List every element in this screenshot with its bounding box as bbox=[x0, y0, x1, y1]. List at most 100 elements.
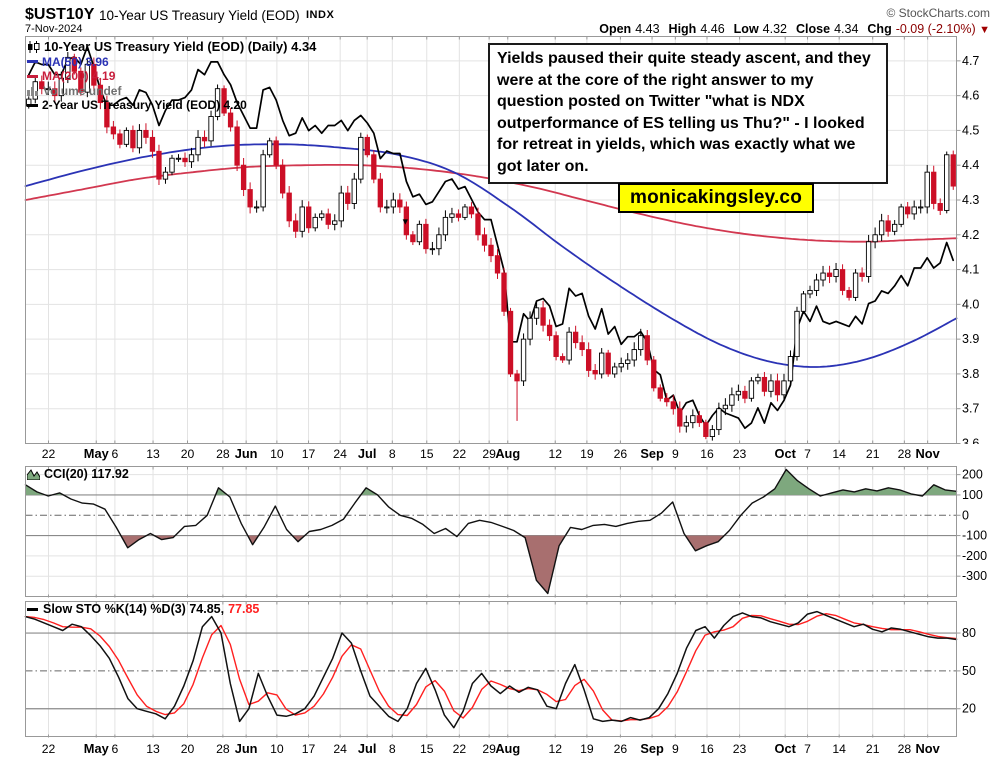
main-chart-legend: 10-Year US Treasury Yield (EOD) (Daily) … bbox=[27, 39, 316, 113]
svg-text:Oct: Oct bbox=[775, 741, 797, 756]
svg-text:21: 21 bbox=[866, 447, 880, 461]
svg-text:28: 28 bbox=[898, 447, 912, 461]
svg-text:20: 20 bbox=[181, 742, 195, 756]
svg-text:15: 15 bbox=[420, 447, 434, 461]
svg-text:14: 14 bbox=[832, 742, 846, 756]
svg-text:13: 13 bbox=[146, 447, 160, 461]
svg-text:-300: -300 bbox=[962, 569, 987, 583]
svg-text:28: 28 bbox=[216, 447, 230, 461]
svg-text:7: 7 bbox=[804, 447, 811, 461]
high-label: High bbox=[668, 22, 697, 36]
svg-text:4.7: 4.7 bbox=[962, 54, 979, 68]
svg-text:9: 9 bbox=[672, 742, 679, 756]
svg-text:20: 20 bbox=[962, 702, 976, 716]
cci-legend: CCI(20) 117.92 bbox=[27, 467, 129, 481]
svg-text:0: 0 bbox=[962, 508, 969, 522]
svg-text:21: 21 bbox=[866, 742, 880, 756]
svg-text:19: 19 bbox=[580, 742, 594, 756]
close-label: Close bbox=[796, 22, 831, 36]
area-chart-icon bbox=[27, 468, 40, 480]
svg-text:8: 8 bbox=[389, 447, 396, 461]
svg-text:24: 24 bbox=[333, 447, 347, 461]
svg-text:3.9: 3.9 bbox=[962, 332, 979, 346]
svg-text:4.3: 4.3 bbox=[962, 193, 979, 207]
svg-text:4.4: 4.4 bbox=[962, 158, 979, 172]
svg-text:29: 29 bbox=[482, 742, 496, 756]
ohlc-quote-bar: Open 4.43 High 4.46 Low 4.32 Close 4.34 Chg -0.09… bbox=[599, 22, 990, 36]
svg-text:7: 7 bbox=[804, 742, 811, 756]
annotation-text-box: Yields paused their quite steady ascent,… bbox=[488, 43, 888, 184]
svg-text:May: May bbox=[84, 741, 110, 756]
svg-text:Nov: Nov bbox=[916, 446, 941, 461]
svg-text:22: 22 bbox=[453, 447, 467, 461]
svg-text:3.6: 3.6 bbox=[962, 437, 979, 445]
svg-text:16: 16 bbox=[700, 447, 714, 461]
low-value: 4.32 bbox=[762, 22, 788, 36]
chg-down-triangle-icon: ▼ bbox=[979, 24, 990, 36]
chart-date: 7-Nov-2024 bbox=[25, 23, 83, 35]
svg-text:10: 10 bbox=[270, 742, 284, 756]
svg-text:4.1: 4.1 bbox=[962, 263, 979, 277]
sto-legend-d: 77.85 bbox=[228, 602, 260, 616]
date-axis-bottom: 22 May 6 13 20 28 Jun 10 17 24 Jul 8 15 22 29 Aug 12 19 26… bbox=[42, 741, 941, 756]
svg-text:12: 12 bbox=[548, 742, 562, 756]
svg-text:May: May bbox=[84, 446, 110, 461]
legend-ma50: MA(50) 3.96 bbox=[42, 54, 109, 69]
svg-text:19: 19 bbox=[580, 447, 594, 461]
svg-text:29: 29 bbox=[482, 447, 496, 461]
open-value: 4.43 bbox=[635, 22, 660, 36]
ticker-symbol: $UST10Y bbox=[25, 6, 95, 23]
svg-text:3.7: 3.7 bbox=[962, 402, 979, 416]
svg-text:22: 22 bbox=[453, 742, 467, 756]
svg-text:4.0: 4.0 bbox=[962, 297, 979, 311]
svg-text:Jun: Jun bbox=[235, 741, 258, 756]
watermark-site-label: monicakingsley.co bbox=[618, 183, 814, 213]
candlestick-icon bbox=[28, 41, 40, 54]
svg-text:200: 200 bbox=[962, 468, 983, 482]
svg-text:Aug: Aug bbox=[495, 741, 520, 756]
svg-text:22: 22 bbox=[42, 447, 56, 461]
svg-text:8: 8 bbox=[389, 742, 396, 756]
cci-indicator-panel: 200 100 0 -100 -200 -300 bbox=[24, 466, 987, 598]
ma200-line-swatch-icon bbox=[27, 74, 38, 78]
chg-label: Chg bbox=[867, 22, 892, 36]
svg-text:9: 9 bbox=[672, 447, 679, 461]
svg-text:28: 28 bbox=[898, 742, 912, 756]
svg-text:14: 14 bbox=[832, 447, 846, 461]
chg-value: -0.09 (-2.10%) bbox=[895, 22, 976, 36]
svg-text:22: 22 bbox=[42, 742, 56, 756]
svg-text:Jun: Jun bbox=[235, 446, 258, 461]
svg-text:23: 23 bbox=[733, 742, 747, 756]
svg-text:100: 100 bbox=[962, 488, 983, 502]
svg-text:6: 6 bbox=[111, 742, 118, 756]
line-2y-swatch-icon bbox=[27, 103, 38, 107]
svg-text:50: 50 bbox=[962, 664, 976, 678]
close-value: 4.34 bbox=[834, 22, 859, 36]
svg-text:24: 24 bbox=[333, 742, 347, 756]
svg-text:4.6: 4.6 bbox=[962, 89, 979, 103]
svg-text:-200: -200 bbox=[962, 549, 987, 563]
sto-legend: Slow STO %K(14) %D(3) 74.85, 77.85 bbox=[27, 602, 259, 616]
svg-text:15: 15 bbox=[420, 742, 434, 756]
svg-text:10: 10 bbox=[270, 447, 284, 461]
high-value: 4.46 bbox=[700, 22, 725, 36]
date-axis-middle: 22 May 6 13 20 28 Jun 10 17 24 Jul 8 15 22 29 Aug 12 19 26… bbox=[42, 446, 941, 461]
svg-text:23: 23 bbox=[733, 447, 747, 461]
svg-text:20: 20 bbox=[181, 447, 195, 461]
svg-text:▼: ▼ bbox=[401, 216, 410, 226]
cci-legend-text: CCI(20) 117.92 bbox=[44, 467, 129, 481]
legend-ma200: MA(200) 4.19 bbox=[42, 69, 116, 83]
main-price-chart: 4.7 4.6 4.5 4.4 4.3 4.2 4.1 4.0 3.9 3.8 3.7 3.6 ▼ bbox=[24, 36, 979, 445]
instrument-name: 10-Year US Treasury Yield (EOD) bbox=[99, 8, 300, 23]
svg-text:-100: -100 bbox=[962, 529, 987, 543]
stochastic-indicator-panel: 80 50 20 bbox=[24, 601, 976, 738]
svg-text:26: 26 bbox=[614, 742, 628, 756]
svg-text:Aug: Aug bbox=[495, 446, 520, 461]
ma50-line-swatch-icon bbox=[27, 60, 38, 64]
sto-k-line-swatch-icon bbox=[27, 607, 38, 611]
open-label: Open bbox=[599, 22, 632, 36]
svg-text:6: 6 bbox=[111, 447, 118, 461]
svg-text:26: 26 bbox=[614, 447, 628, 461]
svg-text:4.2: 4.2 bbox=[962, 228, 979, 242]
